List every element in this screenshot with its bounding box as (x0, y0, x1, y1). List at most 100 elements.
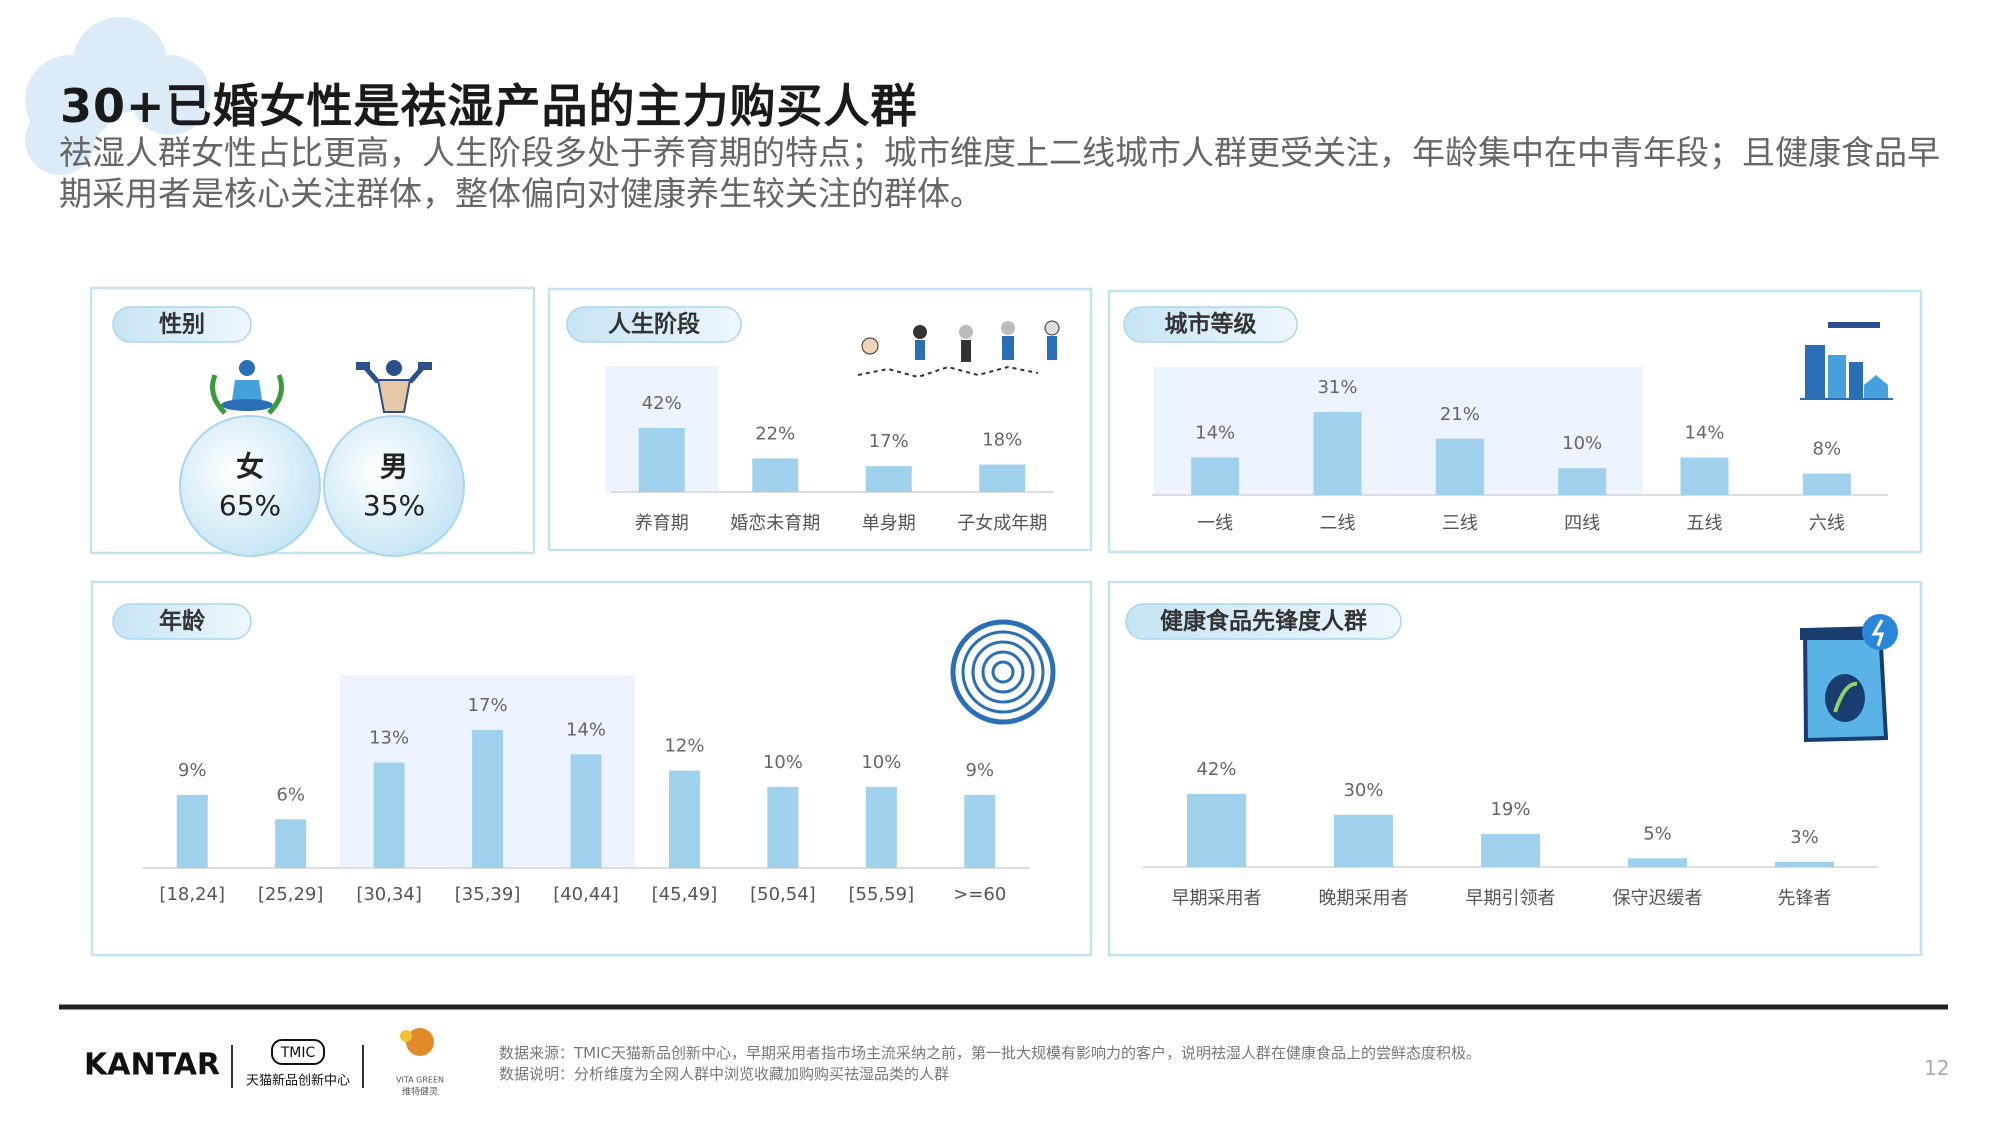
note: 数据来源：TMIC天猫新品创新中心，早期采用者指市场主流采纳之前，第一批大规模有… (499, 1044, 1482, 1062)
value-label: 31% (1317, 377, 1357, 398)
panel-title-pill (1123, 306, 1298, 343)
x-tick-label: 早期引领者 (1466, 888, 1556, 909)
x-tick-label: 单身期 (862, 513, 916, 534)
bar (1481, 833, 1540, 867)
x-tick-label: 二线 (1320, 513, 1356, 534)
logo-tmic: TMIC (280, 1045, 316, 1061)
bar (373, 762, 405, 868)
x-tick-label: 先锋者 (1778, 888, 1832, 909)
bar (752, 458, 799, 492)
x-tick-label: 五线 (1687, 513, 1723, 534)
x-tick-label: 晚期采用者 (1319, 888, 1409, 909)
value-label: 14% (1684, 423, 1724, 444)
panel-title: 年龄 (159, 608, 206, 635)
x-tick-label: 四线 (1564, 513, 1600, 534)
cloud-decoration (25, 17, 210, 175)
value-label: 65% (219, 489, 281, 522)
bar (472, 730, 504, 868)
value-label: 17% (869, 431, 909, 452)
value-label: 9% (965, 760, 994, 781)
value-label: 17% (468, 695, 508, 716)
x-tick-label: 养育期 (635, 513, 689, 534)
logo-tmic-name: 天猫新品创新中心 (246, 1073, 350, 1089)
panel-title-pill (1125, 603, 1402, 640)
logo-frame (271, 1039, 325, 1065)
icon-life-stages (857, 320, 1060, 379)
x-tick-label: [25,29] (258, 884, 324, 905)
x-tick-label: [40,44] (553, 884, 619, 905)
x-tick-label: 婚恋未育期 (730, 512, 820, 534)
x-tick-label: [55,59] (849, 884, 915, 905)
value-label: 21% (1440, 404, 1480, 425)
x-tick-label: 三线 (1442, 513, 1478, 534)
panel-title: 健康食品先锋度人群 (1160, 608, 1367, 635)
panel-title-pill (566, 306, 742, 343)
value-label: 5% (1643, 823, 1672, 844)
logo-kantar: KANTAR (84, 1048, 220, 1083)
gender-bubble (323, 415, 465, 557)
value-label: 42% (1196, 759, 1236, 780)
panel-title-pill (112, 306, 252, 343)
x-tick-label: [30,34] (356, 884, 422, 905)
logo-vita-mark (400, 1030, 412, 1042)
bar (668, 770, 700, 868)
bar (275, 819, 307, 868)
x-tick-label: 六线 (1809, 513, 1845, 534)
value-label: 6% (276, 784, 305, 805)
gender-bubble (179, 415, 321, 557)
x-tick-label: >=60 (953, 884, 1006, 905)
panel (89, 286, 536, 555)
notes: 数据来源：TMIC天猫新品创新中心，早期采用者指市场主流采纳之前，第一批大规模有… (499, 1043, 1481, 1085)
icon-city (1800, 322, 1893, 400)
panels (89, 286, 1923, 957)
value-label: 18% (982, 430, 1022, 451)
panel-title: 性别 (159, 312, 205, 338)
icon-woman (210, 360, 284, 415)
logo-vita: VITA GREEN (396, 1076, 444, 1085)
bar (865, 786, 897, 868)
bar (1191, 457, 1240, 495)
value-label: 10% (763, 752, 803, 773)
x-tick-label: [18,24] (159, 884, 225, 905)
value-label: 10% (1562, 433, 1602, 454)
bar (979, 464, 1026, 492)
value-label: 14% (566, 719, 606, 740)
bar (1680, 457, 1729, 495)
bar (1628, 858, 1687, 867)
note: 数据说明：分析维度为全网人群中浏览收藏加购购买祛湿品类的人群 (499, 1065, 950, 1083)
panel-title-pill (112, 603, 252, 640)
value-label: 3% (1790, 827, 1819, 848)
logo-vita-name: 维特健灵 (402, 1086, 438, 1098)
value-label: 30% (1343, 780, 1383, 801)
panel-title: 城市等级 (1165, 311, 1257, 338)
panel (1107, 580, 1923, 957)
x-tick-label: 一线 (1197, 513, 1233, 534)
bar (1313, 412, 1362, 495)
bar (176, 794, 208, 868)
title: 30+已婚女性是祛湿产品的主力购买人群 (60, 79, 918, 133)
x-tick-label: 子女成年期 (957, 513, 1047, 534)
panel (1107, 289, 1923, 554)
x-tick-label: [50,54] (750, 884, 816, 905)
subtitle: 祛湿人群女性占比更高，人生阶段多处于养育期的特点；城市维度上二线城市人群更受关注… (59, 133, 1940, 213)
value-label: 22% (755, 423, 795, 444)
bar (638, 428, 685, 492)
value-label: 14% (1195, 423, 1235, 444)
panel (90, 580, 1093, 957)
bar (570, 754, 602, 868)
value-label: 10% (861, 752, 901, 773)
x-tick-label: [35,39] (455, 884, 521, 905)
category-label: 男 (380, 450, 408, 483)
x-tick-label: 保守迟缓者 (1613, 888, 1703, 909)
value-label: 19% (1490, 799, 1530, 820)
value-label: 9% (178, 760, 207, 781)
bar (1558, 468, 1607, 495)
bar (1435, 438, 1484, 495)
category-label: 女 (236, 450, 264, 483)
logo-vita-mark (406, 1028, 434, 1056)
bar (865, 466, 912, 492)
bar (1775, 861, 1834, 867)
value-label: 13% (369, 727, 409, 748)
